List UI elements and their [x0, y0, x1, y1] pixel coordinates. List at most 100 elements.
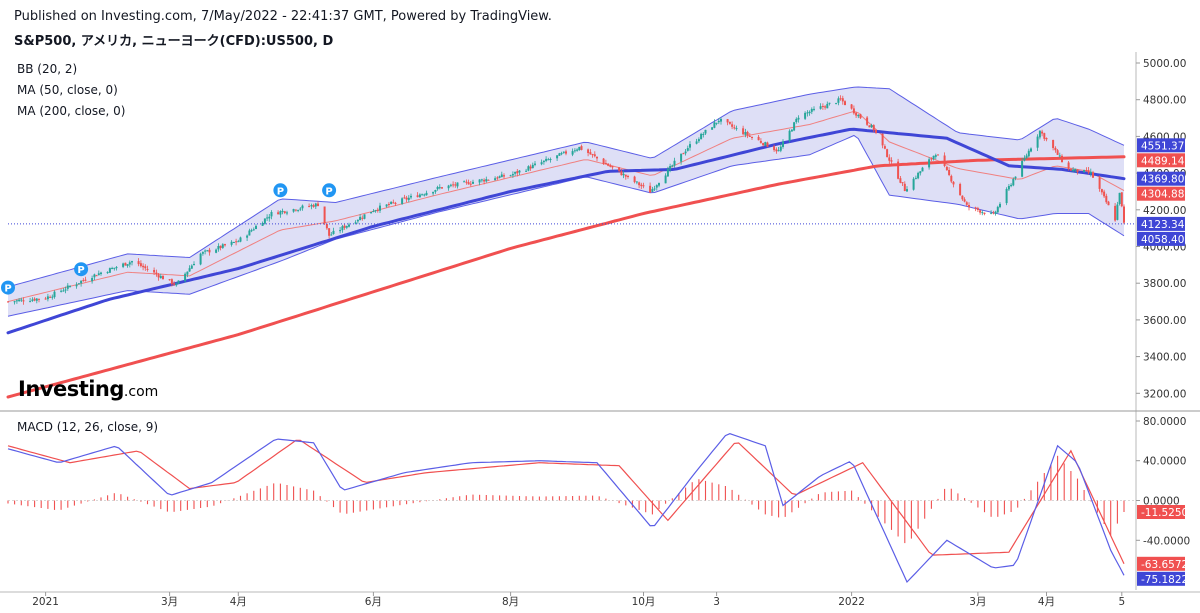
candle-body [682, 153, 685, 155]
candle-body [545, 158, 548, 161]
candle-body [620, 171, 623, 176]
date-tick-label: 4月 [230, 596, 247, 608]
candle-body [1107, 201, 1110, 206]
candle-body [664, 175, 667, 184]
price-bb-mid-tag-label: 4304.88 [1141, 189, 1184, 201]
candle-body [1041, 131, 1044, 134]
candle-body [622, 173, 625, 176]
candle-body [261, 223, 264, 226]
candle-body [509, 175, 512, 177]
candle-body [1076, 169, 1079, 172]
candle-body [20, 299, 23, 301]
price-tick-label: 4800.00 [1143, 95, 1186, 107]
candle-body [558, 153, 561, 156]
signal-line [7, 439, 1125, 565]
candle-body [75, 284, 78, 287]
candle-body [702, 134, 705, 135]
candle-body [609, 165, 612, 167]
candle-body [139, 263, 142, 267]
candle-body [735, 128, 738, 130]
candle-body [715, 122, 718, 124]
candle-body [697, 139, 700, 142]
candle-body [33, 298, 36, 301]
candle-body [906, 189, 908, 192]
date-tick-label: 2022 [838, 596, 865, 608]
candle-body [230, 241, 233, 245]
bb-upper-line [7, 86, 1125, 288]
candle-body [1014, 176, 1017, 179]
candle-body [49, 296, 52, 298]
candle-body [974, 207, 977, 209]
candle-body [498, 176, 501, 178]
candle-body [472, 181, 474, 184]
candle-body [62, 290, 65, 292]
candle-body [199, 253, 202, 265]
candle-body [173, 283, 176, 285]
candle-body [38, 298, 40, 300]
candle-body [733, 127, 736, 129]
candle-body [31, 299, 34, 301]
candle-body [713, 122, 716, 128]
candle-body [633, 176, 636, 183]
candle-body [124, 262, 127, 266]
candle-body [596, 156, 598, 159]
candle-body [759, 140, 762, 143]
candle-body [310, 205, 313, 207]
candle-body [392, 202, 395, 204]
candle-body [403, 197, 406, 199]
candle-body [401, 198, 404, 204]
candle-body [1087, 170, 1090, 173]
dividend-marker [322, 183, 337, 198]
candle-body [454, 184, 457, 186]
candle-body [850, 104, 853, 109]
candle-body [128, 262, 131, 265]
candle-body [478, 179, 481, 183]
candle-body [51, 296, 54, 298]
price-close-tag-label: 4123.34 [1141, 219, 1185, 231]
candle-body [312, 205, 315, 207]
candle-body [1074, 168, 1077, 171]
candle-body [131, 261, 133, 263]
candle-body [190, 265, 193, 269]
candle-body [565, 151, 567, 154]
candle-body [423, 194, 426, 196]
candle-body [704, 129, 707, 134]
candle-body [268, 216, 271, 219]
indicator-ma200-label: MA (200, close, 0) [17, 104, 126, 118]
candle-body [684, 151, 687, 154]
bb-fill [8, 87, 1124, 317]
candle-body [611, 166, 614, 168]
candle-body [921, 167, 924, 172]
candle-body [578, 146, 581, 151]
candle-body [235, 241, 238, 243]
candle-body [1023, 158, 1026, 161]
candle-body [186, 271, 189, 275]
date-tick-label: 6月 [365, 596, 382, 608]
candle-body [1012, 179, 1015, 186]
candle-body [159, 276, 162, 279]
candle-body [385, 204, 388, 207]
axes: 3200.003400.003600.003800.004000.004200.… [0, 52, 1200, 608]
candle-body [1054, 147, 1057, 151]
candle-body [1021, 161, 1024, 177]
candle-body [562, 151, 565, 153]
candle-body [658, 183, 660, 186]
candle-body [410, 195, 412, 198]
candle-body [604, 163, 607, 164]
price-bb-mid-tag [1137, 186, 1185, 201]
candle-body [361, 217, 364, 219]
candle-body [979, 210, 982, 213]
candle-body [379, 205, 381, 211]
macd-signal-tag [1137, 556, 1185, 571]
candle-body [425, 192, 428, 196]
candle-body [700, 133, 703, 140]
candle-body [518, 170, 521, 173]
candle-body [549, 159, 552, 160]
candle-body [66, 285, 69, 289]
price-ma50-tag-label: 4369.80 [1141, 174, 1184, 186]
candle-body [137, 261, 140, 265]
candle-body [618, 167, 621, 171]
candle-body [1043, 133, 1046, 139]
bollinger-bands [7, 86, 1125, 317]
candle-body [624, 174, 627, 177]
